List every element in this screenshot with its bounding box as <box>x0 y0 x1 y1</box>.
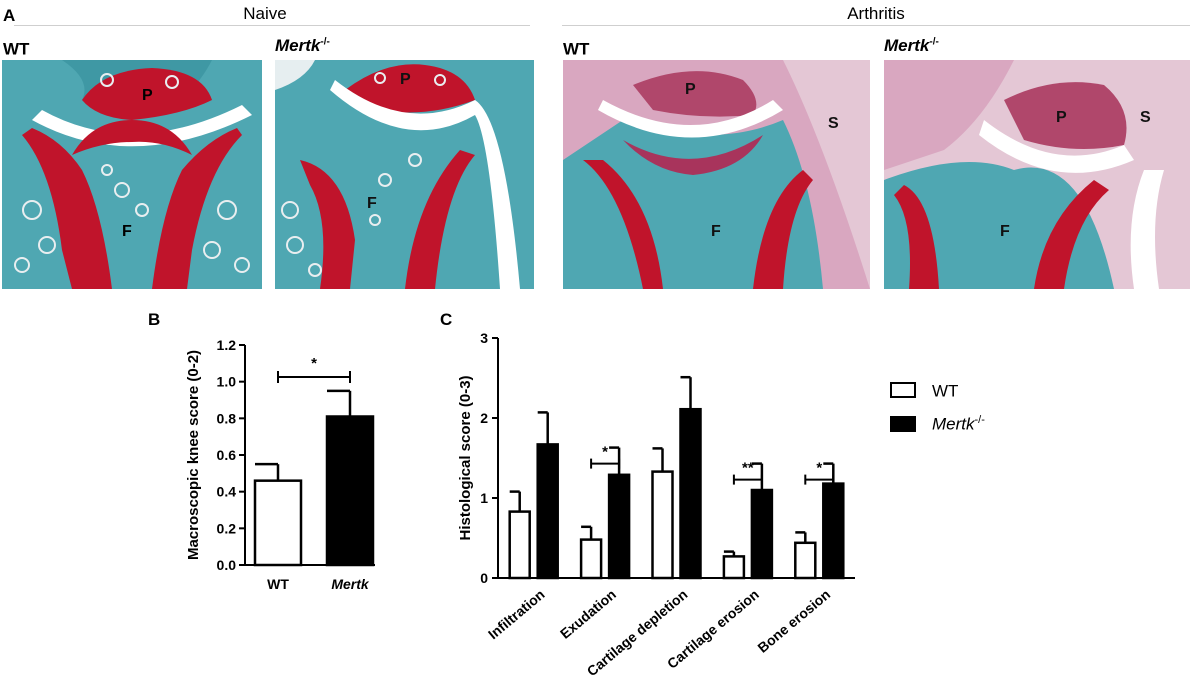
y-tick-label: 0.2 <box>217 520 237 536</box>
marker-s: S <box>1140 109 1151 126</box>
marker-f: F <box>1000 223 1010 240</box>
significance-label: ** <box>742 460 754 477</box>
significance-label: * <box>311 355 317 372</box>
y-tick-label: 1.2 <box>217 337 237 353</box>
bar-wt <box>794 541 817 580</box>
bar-wt <box>508 510 531 580</box>
marker-p: P <box>685 81 696 98</box>
y-tick-label: 0.8 <box>217 410 237 426</box>
x-tick-label: Infiltration <box>485 586 548 642</box>
legend-item-mertk: Mertk-/- <box>890 414 985 435</box>
histology-image-naive-wt: P F <box>2 60 262 289</box>
y-tick-label: 1.0 <box>217 374 237 390</box>
bar-wt <box>253 479 303 567</box>
panel-c-letter: C <box>440 310 453 329</box>
legend-swatch-wt <box>890 381 916 398</box>
y-tick-label: 0 <box>480 570 488 586</box>
y-axis-label: Macroscopic knee score (0-2) <box>185 350 202 560</box>
histology-image-naive-mertk: P F <box>275 60 534 289</box>
y-tick-label: 1 <box>480 490 488 506</box>
bar-mertk <box>325 415 375 567</box>
y-tick-label: 3 <box>480 330 488 346</box>
legend-swatch-mertk <box>890 415 916 432</box>
x-tick-label: Mertk <box>331 576 370 592</box>
bar-mertk <box>536 443 559 580</box>
marker-f: F <box>122 223 132 240</box>
bar-wt <box>579 538 603 580</box>
histology-image-arthritis-mertk: P S F <box>884 60 1190 289</box>
marker-p: P <box>142 87 153 104</box>
bar-mertk <box>822 482 845 580</box>
group-rule-arthritis <box>562 25 1190 26</box>
x-tick-label: Bone erosion <box>754 586 833 656</box>
marker-f: F <box>367 195 377 212</box>
y-tick-label: 0.0 <box>217 557 237 573</box>
legend: WT Mertk-/- <box>890 378 985 434</box>
group-title-naive: Naive <box>243 4 287 23</box>
panel-a-letter: A <box>3 6 16 25</box>
y-axis-label: Histological score (0-3) <box>457 375 474 540</box>
significance-label: * <box>602 444 608 461</box>
panel-b-letter: B <box>148 310 161 329</box>
marker-s: S <box>828 115 839 132</box>
significance-label: * <box>816 460 822 477</box>
image-label-arthritis-wt: WT <box>563 39 590 59</box>
bar-wt <box>722 555 746 580</box>
image-label-naive-wt: WT <box>3 39 30 59</box>
marker-p: P <box>400 71 411 88</box>
x-tick-label: Exudation <box>557 586 619 642</box>
marker-f: F <box>711 223 721 240</box>
y-tick-label: 0.4 <box>217 484 237 500</box>
legend-item-wt: WT <box>890 378 985 402</box>
histology-image-arthritis-wt: P S F <box>563 60 870 289</box>
bar-wt <box>651 470 674 580</box>
x-tick-label: WT <box>267 576 289 592</box>
chart-c-histological-score: 0 1 2 3 Histological score (0-3) Infiltration… <box>457 330 855 679</box>
bar-mertk <box>607 473 631 580</box>
bar-mertk <box>679 407 702 580</box>
marker-p: P <box>1056 109 1067 126</box>
y-tick-label: 0.6 <box>217 447 237 463</box>
chart-b-macroscopic-knee-score: 0.0 0.2 0.4 0.6 0.8 1.0 1.2 Macroscopic knee sc… <box>185 337 375 592</box>
image-label-naive-mertk: Mertk-/- <box>275 36 330 55</box>
group-rule-naive <box>14 25 530 26</box>
bar-mertk <box>750 488 774 580</box>
y-tick-label: 2 <box>480 410 488 426</box>
group-title-arthritis: Arthritis <box>847 4 905 23</box>
image-label-arthritis-mertk: Mertk-/- <box>884 36 939 55</box>
